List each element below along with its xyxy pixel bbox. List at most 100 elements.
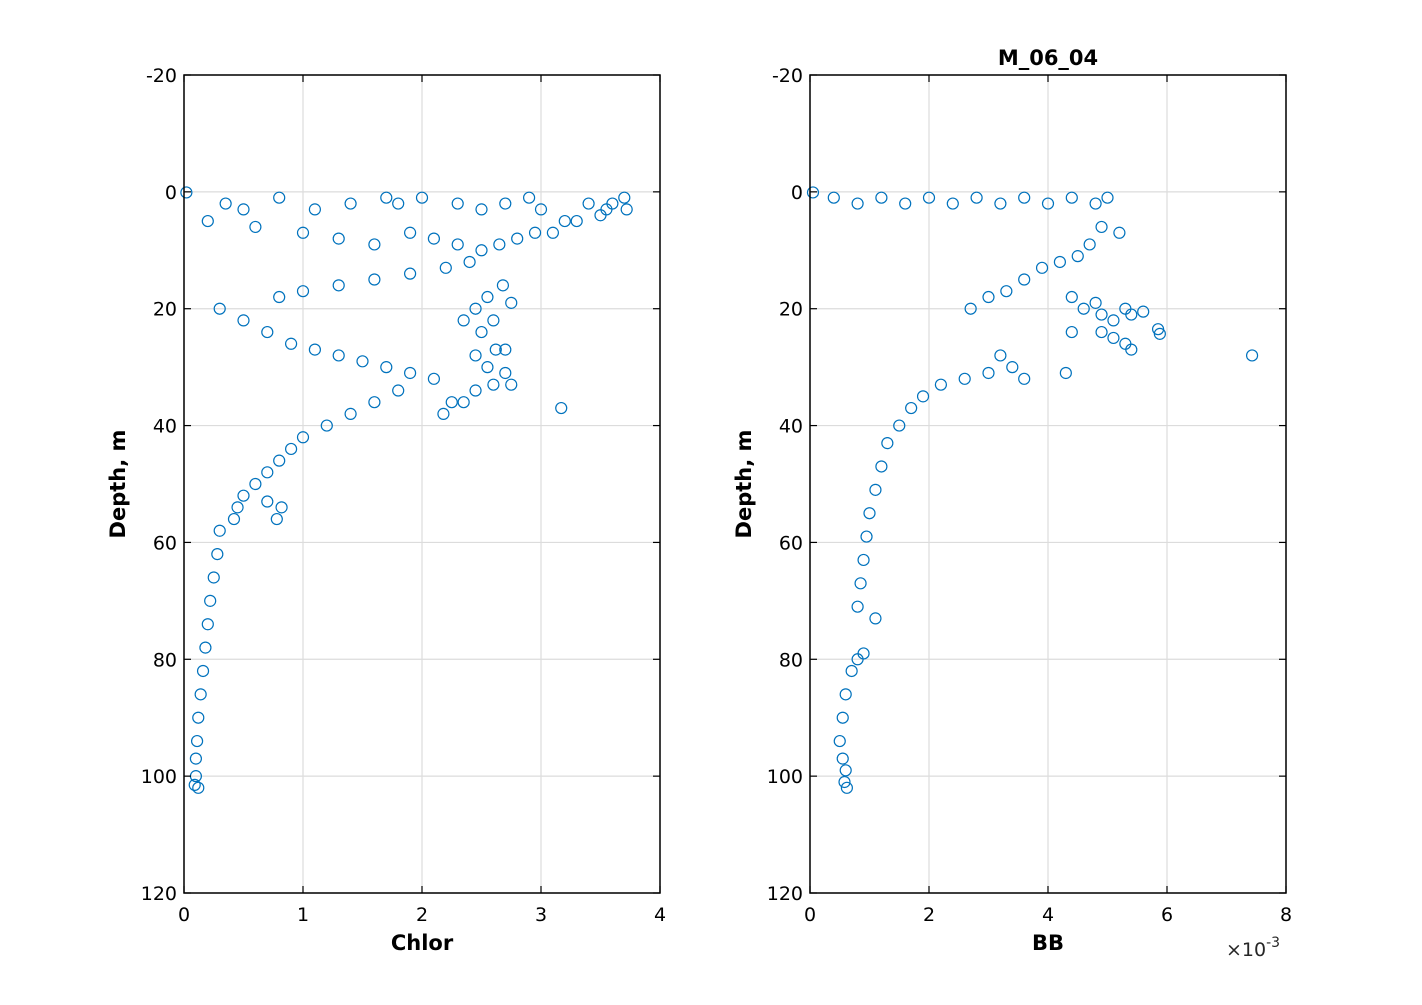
data-point xyxy=(916,390,930,403)
data-point xyxy=(546,226,560,239)
y-tick-label: -20 xyxy=(772,65,803,87)
data-point xyxy=(380,191,393,204)
data-point xyxy=(1018,191,1031,204)
x-tick-label: 2 xyxy=(923,904,935,926)
data-point xyxy=(451,197,464,210)
data-point xyxy=(237,314,250,327)
y-tick-label: 0 xyxy=(791,182,803,204)
data-point xyxy=(1035,261,1049,274)
data-point xyxy=(860,530,873,543)
data-point xyxy=(875,191,888,204)
data-point xyxy=(582,197,595,210)
y-tick-label: 40 xyxy=(153,416,177,438)
y-tick-label: 0 xyxy=(165,182,177,204)
data-point xyxy=(380,361,393,374)
data-point xyxy=(845,664,858,678)
data-point xyxy=(570,214,583,228)
data-point xyxy=(404,226,417,239)
data-point xyxy=(437,407,450,420)
data-point xyxy=(836,711,849,724)
data-point xyxy=(332,279,345,292)
data-point xyxy=(285,337,298,350)
data-point xyxy=(469,384,482,397)
data-point xyxy=(427,372,440,385)
data-point xyxy=(1065,325,1078,339)
data-point xyxy=(1041,197,1055,210)
data-point xyxy=(249,477,262,491)
data-point xyxy=(1059,366,1072,380)
data-point xyxy=(899,197,912,210)
data-point xyxy=(196,664,210,678)
data-point xyxy=(1107,314,1120,327)
data-point xyxy=(261,495,274,508)
data-point xyxy=(475,325,488,339)
data-point xyxy=(415,191,429,204)
data-point xyxy=(261,466,274,479)
data-point xyxy=(261,325,274,339)
data-point xyxy=(237,489,250,502)
data-point xyxy=(219,197,232,210)
scatter-points-chlor xyxy=(180,186,633,794)
data-point xyxy=(499,197,512,210)
data-point xyxy=(194,688,207,701)
data-point xyxy=(1065,191,1078,204)
axes-bb: 0 2 4 6 8 -20 0 20 40 60 80 100 120 BB Depth, m M_0… xyxy=(732,46,1292,961)
data-point xyxy=(838,775,851,789)
data-point xyxy=(368,238,381,251)
data-point xyxy=(1137,305,1150,318)
y-tick-label: 100 xyxy=(141,766,177,788)
data-point xyxy=(204,594,217,607)
data-point xyxy=(1107,331,1120,345)
data-point xyxy=(964,302,977,315)
chart-title: M_06_04 xyxy=(998,46,1098,70)
axes-chlor: 0 1 2 3 4 -20 0 20 40 60 80 100 120 Chlor Depth, m xyxy=(106,65,666,955)
data-point xyxy=(180,186,193,199)
y-tick-label: 80 xyxy=(779,649,803,671)
data-point xyxy=(869,612,882,625)
data-point xyxy=(296,226,310,239)
y-tick-labels: -20 0 20 40 60 80 100 120 xyxy=(767,65,803,905)
x-tick-label: 0 xyxy=(804,904,816,926)
data-point xyxy=(427,232,440,245)
data-point xyxy=(275,501,288,514)
data-point xyxy=(213,302,226,315)
data-point xyxy=(296,285,310,298)
x-tick-label: 4 xyxy=(1042,904,1054,926)
data-point xyxy=(1065,290,1078,304)
data-point xyxy=(213,524,226,537)
data-point xyxy=(851,653,864,666)
data-point xyxy=(1153,327,1166,340)
data-point xyxy=(475,203,488,216)
data-point xyxy=(827,191,840,204)
data-point xyxy=(946,197,959,210)
data-point xyxy=(922,191,936,204)
data-point xyxy=(404,267,417,280)
data-point xyxy=(496,279,510,292)
data-point xyxy=(1125,308,1138,321)
y-tick-label: 60 xyxy=(153,532,177,554)
y-tick-label: 120 xyxy=(767,883,803,905)
data-point xyxy=(273,191,286,204)
data-point xyxy=(457,314,470,327)
data-point xyxy=(600,203,613,216)
data-point xyxy=(994,197,1007,210)
data-point xyxy=(1071,250,1084,263)
data-point xyxy=(469,349,482,362)
data-point xyxy=(1000,285,1013,298)
y-tick-label: 20 xyxy=(779,299,803,321)
data-point xyxy=(511,232,524,245)
x-tick-label: 1 xyxy=(297,904,309,926)
data-point xyxy=(1006,361,1019,374)
data-point xyxy=(189,752,202,765)
data-point xyxy=(1018,273,1031,286)
data-point xyxy=(982,290,995,304)
data-point xyxy=(188,778,201,792)
x-tick-label: 2 xyxy=(416,904,428,926)
data-point xyxy=(1083,238,1096,251)
data-point xyxy=(469,302,482,315)
data-point xyxy=(1095,220,1108,234)
data-point xyxy=(231,501,244,514)
data-point xyxy=(1089,296,1102,309)
data-point xyxy=(487,314,500,327)
data-point xyxy=(1125,343,1138,356)
